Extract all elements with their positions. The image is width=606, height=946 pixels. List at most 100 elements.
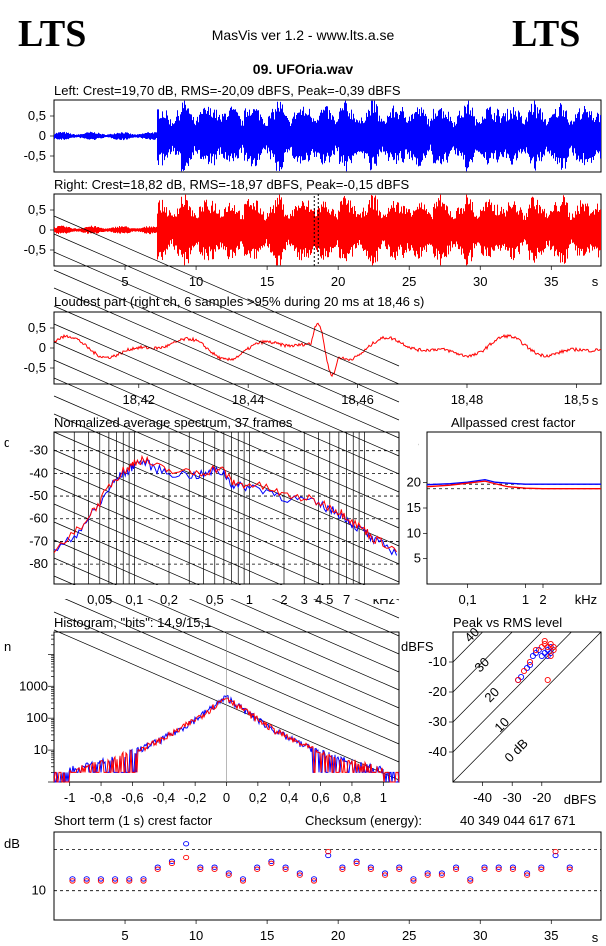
lts-logo-left: LTS	[18, 13, 86, 55]
left-channel-waveform	[54, 100, 601, 172]
spectrum-diag	[53, 323, 400, 475]
peak-rms-point-right	[515, 676, 522, 684]
peak-rms-frame	[452, 631, 602, 783]
spectrum-diag	[53, 233, 400, 385]
allpass-ytick-label: 20	[407, 475, 421, 490]
spectrum-frame-outline	[53, 431, 400, 585]
peak-rms-ytick-label: -40	[428, 744, 447, 759]
left-channel-ytick-label: -0,5	[24, 148, 46, 163]
plots-layer: 0,50-0,50,50-0,55 10 15 20 25 30 350,50-0,518,…	[0, 99, 602, 943]
short-term-point-right	[410, 878, 417, 884]
spectrum-diag	[53, 269, 400, 421]
short-term-point-right	[438, 872, 445, 878]
short-term-point-right	[367, 866, 374, 872]
peak-rms-diag-label: 30	[471, 654, 492, 675]
peak-rms-point-left	[541, 649, 548, 657]
spectrum-diag	[53, 341, 400, 493]
app-title: MasVis ver 1.2 - www.lts.a.se	[212, 27, 395, 43]
short-term-point-right	[524, 872, 531, 878]
allpass-title: Allpassed crest factor	[451, 415, 576, 430]
short-term-point-right	[97, 878, 104, 884]
allpass-xtick-label: 1	[522, 592, 529, 607]
short-term-point-right	[339, 866, 346, 872]
short-term-point-right	[168, 860, 175, 866]
spectrum-xtick-label: 5	[326, 592, 333, 607]
spectrum-trace-red	[54, 454, 398, 554]
short-term-point-left	[438, 870, 445, 876]
short-term-point-left	[396, 864, 403, 870]
short-term-point-left	[481, 864, 488, 870]
short-term-point-right	[467, 878, 474, 884]
peak-rms-diag-label: 20	[481, 684, 502, 705]
right-channel-xtick-label: 30	[473, 274, 487, 289]
peak-rms-diag	[453, 632, 601, 782]
short-term-title: Short term (1 s) crest factor	[54, 813, 213, 828]
short-term-point-left	[353, 858, 360, 864]
checksum-value: 40 349 044 617 671	[460, 813, 576, 828]
short-term-point-right	[552, 848, 559, 855]
peak-rms-ytick-label: -20	[428, 684, 447, 699]
loudest-xunit: s	[592, 393, 599, 408]
short-term-point-left	[69, 876, 76, 882]
spectrum-ytick-label: -60	[29, 511, 48, 526]
short-term-xtick-label: 30	[473, 928, 487, 943]
peak-rms-title: Peak vs RMS level	[453, 615, 562, 630]
spectrum-mask	[0, 585, 403, 599]
short-term-point-left	[524, 870, 531, 876]
peak-rms-point-left	[518, 673, 525, 681]
loudest-xtick-label: 18,46	[341, 392, 374, 407]
short-term-point-left	[282, 864, 289, 870]
short-term-point-right	[254, 866, 261, 872]
short-term-xtick-label: 25	[402, 928, 416, 943]
peak-rms-point-right	[532, 646, 539, 654]
short-term-point-right	[154, 866, 161, 872]
peak-rms-point-right	[544, 676, 551, 684]
short-term-point-right	[112, 878, 119, 884]
peak-rms-xtick-label: -40	[473, 790, 492, 805]
loudest-ytick-label: 0,5	[28, 320, 46, 335]
short-term-point-left	[197, 864, 204, 870]
short-term-point-left	[381, 870, 389, 876]
short-term-xunit: s	[592, 930, 599, 945]
loudest-xtick-label: 18,48	[451, 392, 484, 407]
short-term-point-right	[211, 866, 218, 872]
short-term-xtick-label: 20	[331, 928, 345, 943]
file-name: 09. UFOria.wav	[253, 61, 354, 77]
peak-rms-ytick-label: -30	[428, 714, 447, 729]
short-term-point-right	[381, 872, 389, 878]
peak-rms-xunit: dBFS	[564, 792, 597, 807]
short-term-point-left	[154, 864, 161, 870]
short-term-point-left	[112, 876, 119, 882]
peak-rms-point-right	[550, 643, 557, 651]
short-term-point-right	[325, 848, 332, 855]
allpass-ytick-label: 5	[414, 551, 421, 566]
peak-rms-point-left	[529, 652, 536, 660]
right-channel-ytick-label: 0,5	[28, 202, 46, 217]
spectrum-diag	[53, 431, 400, 583]
short-term-point-left	[310, 876, 318, 882]
spectrum-xtick-label: 4	[315, 592, 322, 607]
spectrum-diag	[53, 449, 400, 601]
right-channel-xtick-label: 15	[260, 274, 274, 289]
loudest-part-title: Loudest part (right ch, 6 samples >95% d…	[54, 294, 424, 309]
histogram-xtick-label: -1	[64, 790, 76, 805]
short-term-point-left	[126, 876, 133, 882]
loudest-ytick-label: 0	[39, 340, 46, 355]
allpass-ytick-label: 15	[407, 500, 421, 515]
left-channel-ytick-label: 0,5	[28, 108, 46, 123]
short-term-point-right	[453, 866, 460, 872]
peak-rms-point-left	[526, 661, 534, 669]
allpass-trace-right	[426, 480, 601, 490]
peak-rms-xtick-label: -20	[532, 790, 551, 805]
spectrum-diag	[53, 215, 400, 367]
short-term-point-left	[211, 864, 218, 870]
short-term-point-left	[168, 858, 175, 864]
short-term-point-left	[254, 864, 261, 870]
histogram-xtick-label: 0,4	[280, 790, 298, 805]
allpass-trace-left	[426, 478, 601, 486]
spectrum-xtick-label: 0,05	[87, 592, 112, 607]
loudest-xtick-label: 18,5	[564, 392, 589, 407]
spectrum-ytick-label: -50	[29, 488, 48, 503]
short-term-point-right	[126, 878, 133, 884]
allpass-xtick-label: 2	[539, 592, 546, 607]
